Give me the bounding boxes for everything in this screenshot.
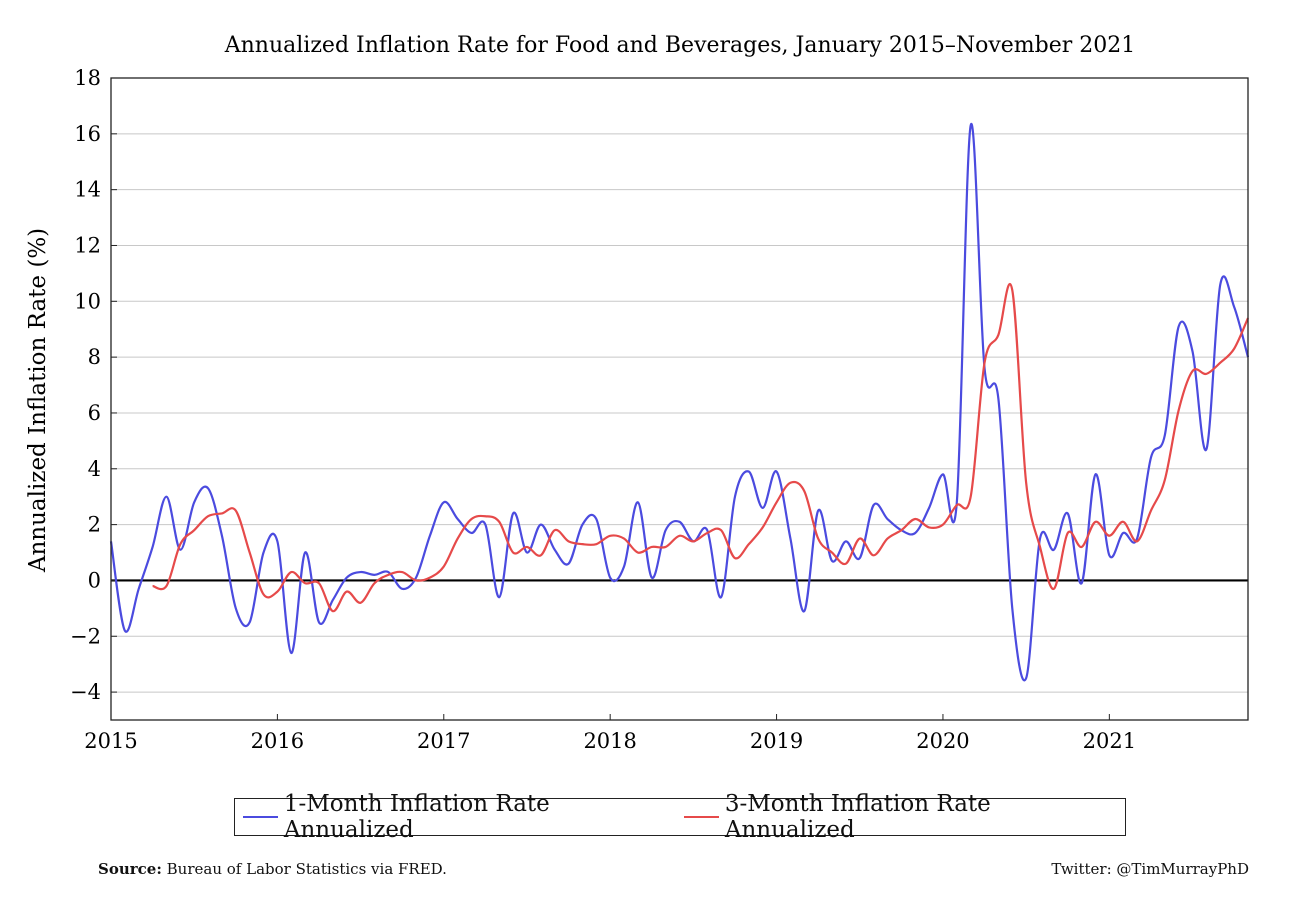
legend-item-3month: 3-Month Inflation Rate Annualized	[684, 791, 1115, 843]
x-tick-label: 2018	[583, 729, 636, 753]
legend-swatch-1month	[243, 816, 278, 818]
twitter-credit: Twitter: @TimMurrayPhD	[1051, 860, 1249, 878]
x-tick-label: 2020	[916, 729, 969, 753]
x-tick-label: 2015	[84, 729, 137, 753]
source-label: Source:	[98, 860, 162, 878]
y-tick-label: −2	[70, 624, 101, 648]
x-tick-label: 2019	[750, 729, 803, 753]
series-lines	[109, 122, 1250, 682]
series-line-3month	[152, 283, 1250, 613]
x-tick-label: 2016	[251, 729, 304, 753]
legend-swatch-3month	[684, 816, 719, 818]
y-tick-label: 10	[74, 289, 101, 313]
y-axis-label: Annualized Inflation Rate (%)	[25, 228, 51, 573]
x-tick-label: 2017	[417, 729, 470, 753]
source-text: Bureau of Labor Statistics via FRED.	[166, 860, 447, 878]
y-tick-label: 16	[74, 122, 101, 146]
legend-label-1month: 1-Month Inflation Rate Annualized	[283, 791, 550, 843]
y-tick-label: −4	[70, 680, 101, 704]
legend-item-1month: 1-Month Inflation Rate Annualized	[243, 791, 674, 843]
y-tick-label: 0	[88, 568, 101, 592]
y-tick-label: 2	[88, 513, 101, 537]
x-tick-label: 2021	[1083, 729, 1136, 753]
x-axis-ticks: 2015 2016 2017 2018 2019 2020 2021	[84, 714, 1136, 753]
grid-lines	[111, 77, 1248, 693]
y-axis-ticks: −4 −2 0 2 4 6 8 10 12 14 16 18	[70, 66, 117, 704]
y-tick-label: 18	[74, 66, 101, 90]
y-tick-label: 12	[74, 233, 101, 257]
y-tick-label: 8	[88, 345, 101, 369]
chart-title: Annualized Inflation Rate for Food and B…	[224, 33, 1136, 58]
source-note: Source: Bureau of Labor Statistics via F…	[98, 860, 447, 878]
y-tick-label: 6	[88, 401, 101, 425]
y-tick-label: 14	[74, 178, 101, 202]
legend-label-3month: 3-Month Inflation Rate Annualized	[724, 791, 991, 843]
legend: 1-Month Inflation Rate Annualized 3-Mont…	[234, 791, 1126, 843]
plot-frame	[110, 77, 1249, 721]
y-tick-label: 4	[88, 457, 101, 481]
series-line-1month	[109, 122, 1250, 682]
